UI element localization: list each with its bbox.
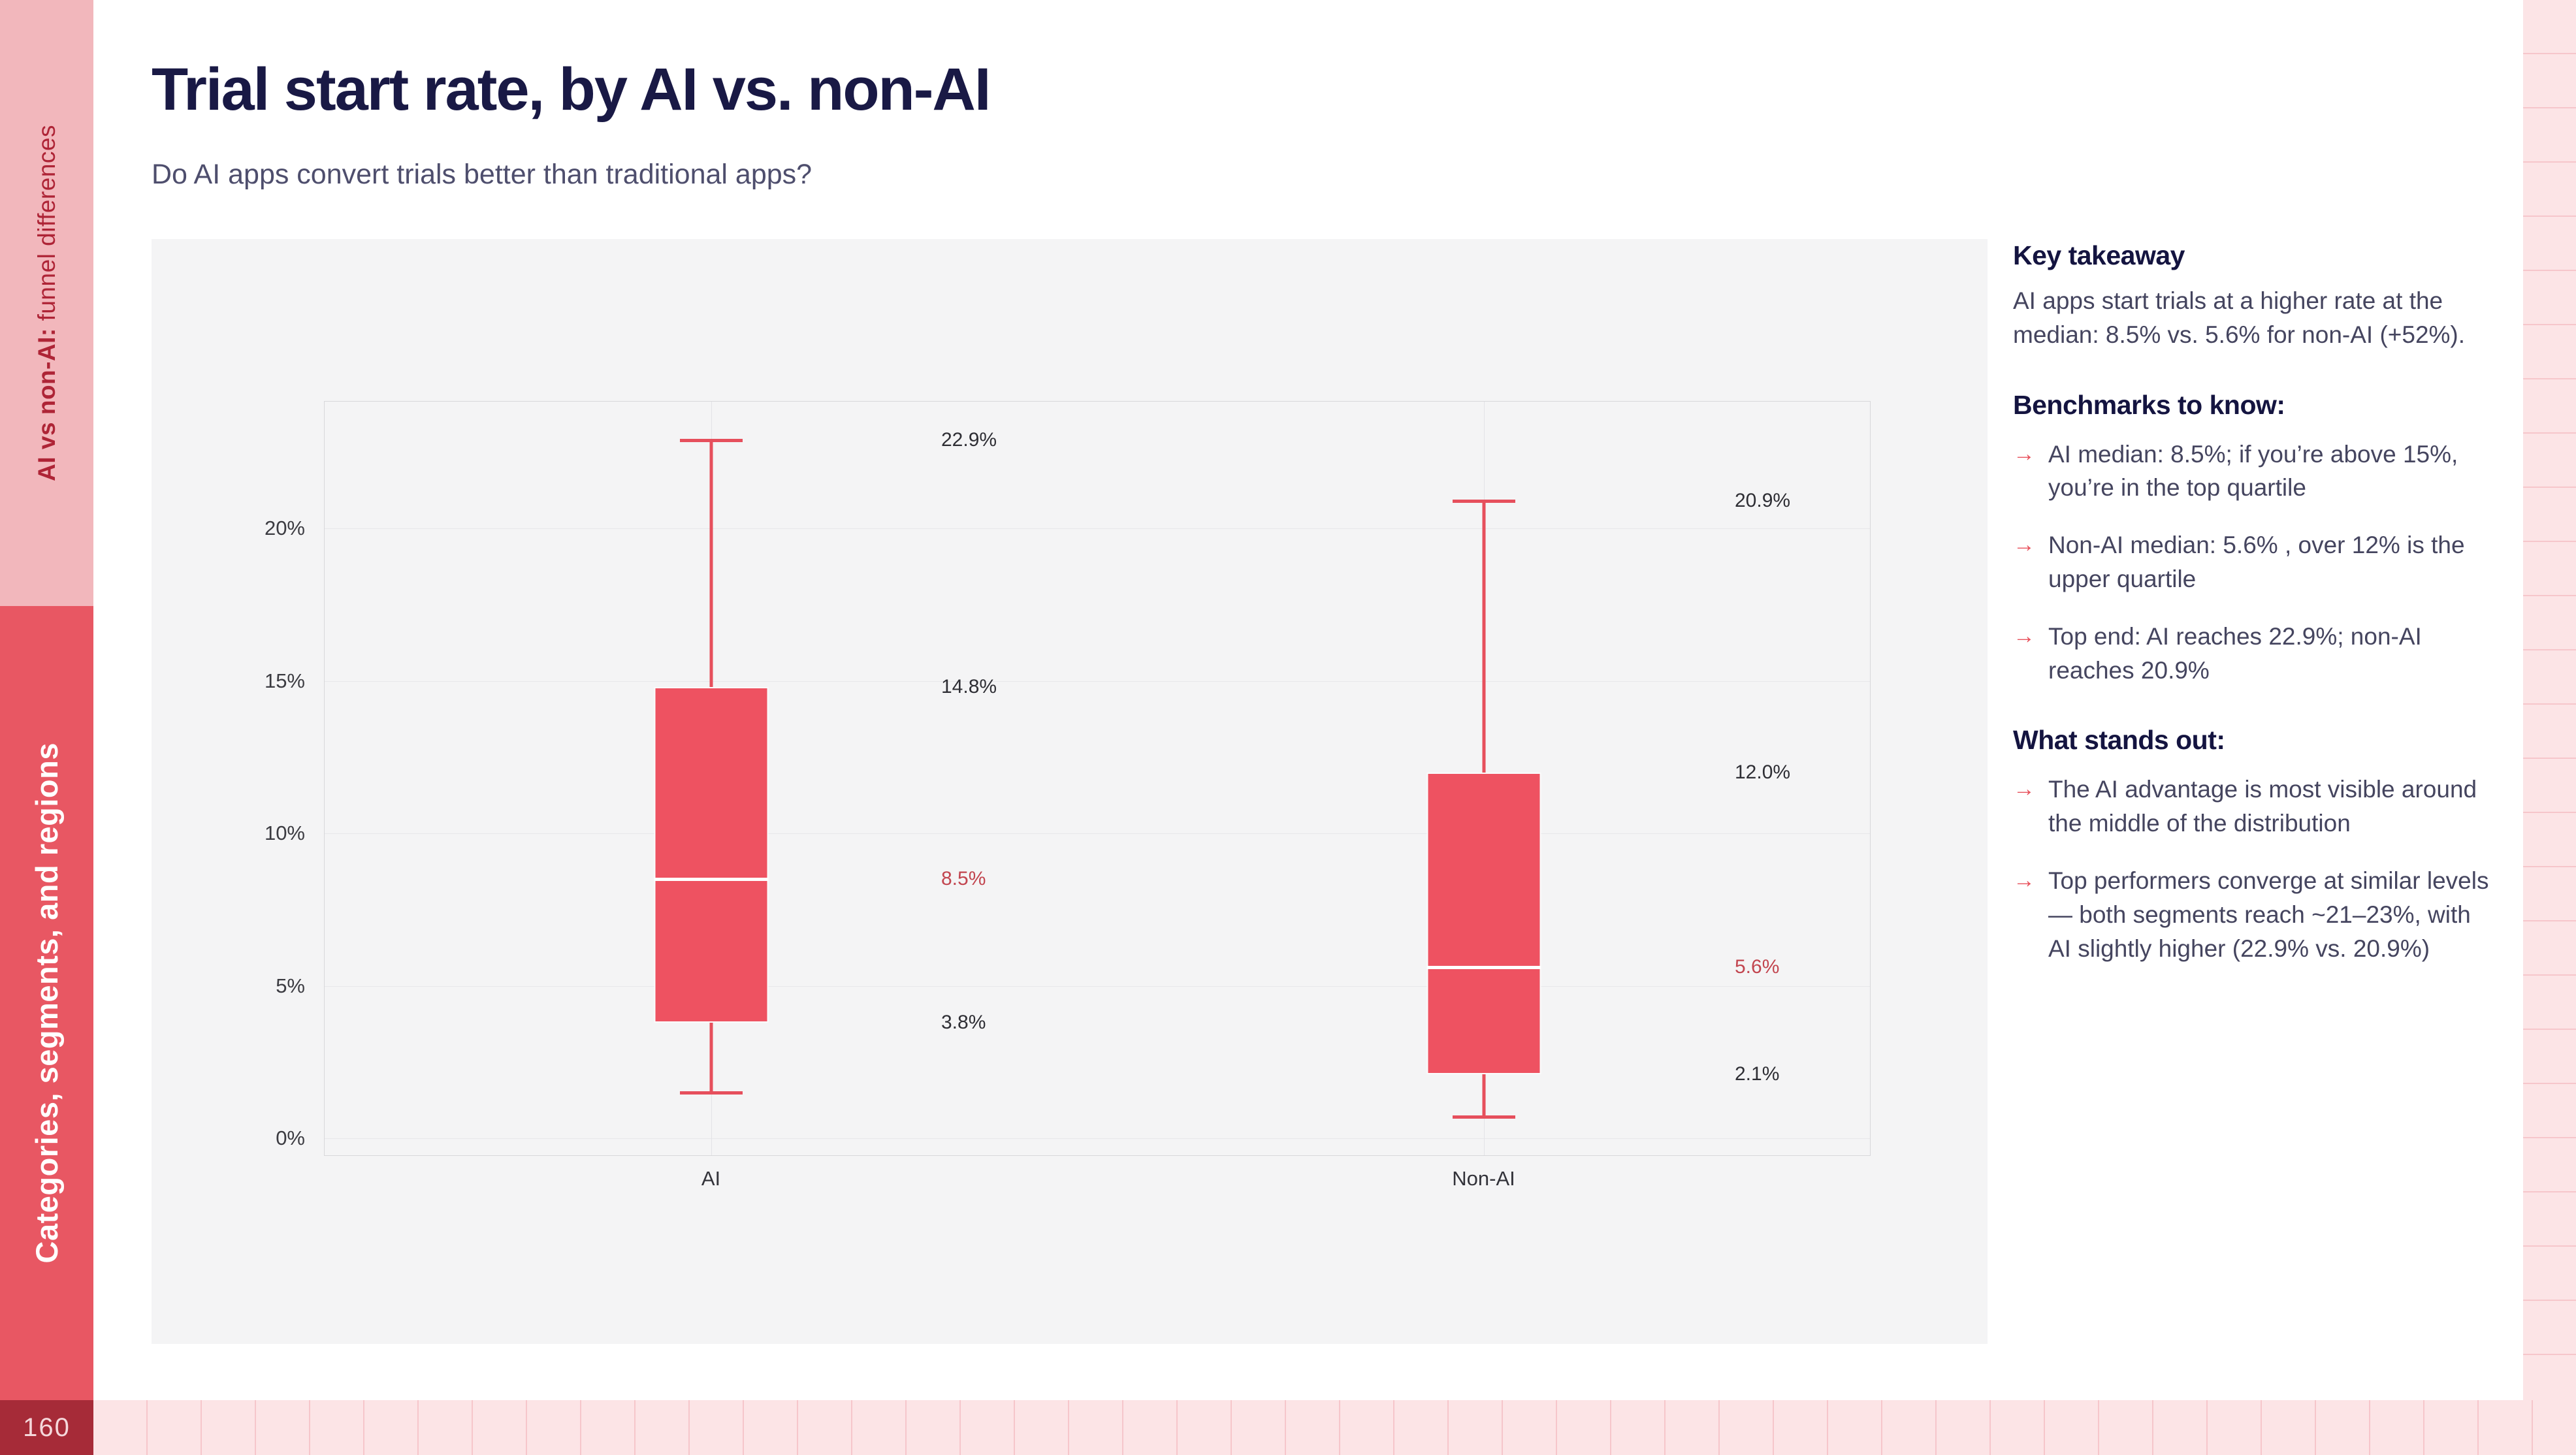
lower-whisker-line — [1482, 1074, 1485, 1117]
median-line — [654, 877, 768, 881]
list-item: → Top end: AI reaches 22.9%; non-AI reac… — [2013, 620, 2494, 688]
arrow-right-icon: → — [2013, 532, 2035, 558]
lower-whisker-cap — [679, 1091, 743, 1095]
benchmarks-list: → AI median: 8.5%; if you’re above 15%, … — [2013, 438, 2494, 688]
decorative-grid-strip-bottom — [93, 1400, 2576, 1455]
list-item: → Top performers converge at similar lev… — [2013, 864, 2494, 965]
key-takeaway-body: AI apps start trials at a higher rate at… — [2013, 287, 2466, 348]
value-label: 8.5% — [941, 868, 986, 890]
stands-out-text: The AI advantage is most visible around … — [2048, 776, 2477, 837]
stands-out-list: → The AI advantage is most visible aroun… — [2013, 773, 2494, 965]
y-gridline — [325, 528, 1870, 529]
lower-whisker-cap — [1452, 1115, 1515, 1119]
value-label: 20.9% — [1735, 489, 1791, 511]
y-gridline — [325, 833, 1870, 834]
lower-whisker-line — [709, 1022, 713, 1093]
upper-whisker-line — [709, 440, 713, 687]
y-tick-label: 5% — [276, 974, 305, 997]
x-category-label: AI — [701, 1167, 721, 1190]
y-tick-label: 20% — [264, 517, 305, 539]
list-item: → The AI advantage is most visible aroun… — [2013, 773, 2494, 840]
arrow-right-icon: → — [2013, 776, 2035, 802]
list-item: → AI median: 8.5%; if you’re above 15%, … — [2013, 438, 2494, 505]
upper-whisker-cap — [679, 438, 743, 442]
page-number: 160 — [23, 1413, 71, 1442]
arrow-right-icon: → — [2013, 623, 2035, 648]
benchmark-text: AI median: 8.5%; if you’re above 15%, yo… — [2048, 440, 2458, 502]
arrow-right-icon: → — [2013, 441, 2035, 466]
stands-out-heading: What stands out: — [2013, 725, 2225, 756]
y-gridline — [325, 1138, 1870, 1139]
value-label: 2.1% — [1735, 1063, 1780, 1085]
arrow-right-icon: → — [2013, 867, 2035, 893]
y-tick-label: 10% — [264, 822, 305, 844]
value-label: 22.9% — [941, 428, 997, 451]
sidebar-chapter-label-bold: AI vs non-AI: — [33, 328, 60, 481]
box-non-ai — [1426, 772, 1541, 1074]
upper-whisker-cap — [1452, 499, 1515, 503]
benchmarks-heading: Benchmarks to know: — [2013, 389, 2285, 420]
y-gridline — [325, 985, 1870, 987]
x-category-label: Non-AI — [1452, 1167, 1515, 1190]
page-title: Trial start rate, by AI vs. non-AI — [152, 56, 991, 123]
chart-panel: 0% 5% 10% 15% 20% 22.9% 14.8% 8.5% 3.8% AI 20.9% 12… — [152, 239, 1988, 1344]
commentary-panel: Key takeaway AI apps start trials at a h… — [2013, 240, 2494, 1003]
value-label: 3.8% — [941, 1011, 986, 1033]
page-subtitle: Do AI apps convert trials better than tr… — [152, 159, 813, 190]
benchmark-text: Non-AI median: 5.6% , over 12% is the up… — [2048, 532, 2465, 592]
value-label: 5.6% — [1735, 956, 1780, 978]
y-tick-label: 0% — [276, 1127, 305, 1149]
boxplot-plot-area: 0% 5% 10% 15% 20% 22.9% 14.8% 8.5% 3.8% AI 20.9% 12… — [265, 401, 1871, 1190]
sidebar-section-part: Categories, segments, and regions — [0, 606, 93, 1400]
list-item: → Non-AI median: 5.6% , over 12% is the … — [2013, 528, 2494, 596]
page-number-badge: 160 — [0, 1400, 93, 1455]
box-ai — [654, 686, 768, 1023]
sidebar-section-chapter: AI vs non-AI: funnel differences — [0, 0, 93, 606]
value-label: 14.8% — [941, 675, 997, 697]
median-line — [1426, 965, 1541, 969]
upper-whisker-line — [1482, 500, 1485, 773]
key-takeaway-heading: Key takeaway — [2013, 240, 2185, 270]
benchmark-text: Top end: AI reaches 22.9%; non-AI reache… — [2048, 622, 2422, 684]
sidebar-part-label: Categories, segments, and regions — [29, 743, 64, 1264]
sidebar-chapter-label: AI vs non-AI: funnel differences — [33, 125, 61, 481]
sidebar-chapter-label-rest: funnel differences — [33, 125, 60, 328]
value-label: 12.0% — [1735, 761, 1791, 783]
y-tick-label: 15% — [264, 669, 305, 692]
stands-out-text: Top performers converge at similar level… — [2048, 867, 2489, 962]
y-gridline — [325, 680, 1870, 682]
decorative-grid-strip-right — [2523, 0, 2576, 1400]
